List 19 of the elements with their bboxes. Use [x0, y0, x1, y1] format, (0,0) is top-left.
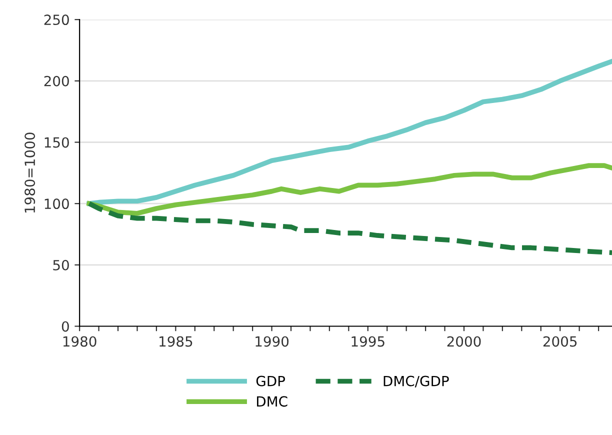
- y-axis-title: 1980=1000: [24, 132, 36, 213]
- line-series: [86, 163, 612, 216]
- x-tick-label: 1990: [256, 336, 289, 347]
- x-tick-label: 1980: [63, 336, 96, 347]
- y-tick-label: 250: [44, 14, 69, 26]
- x-tick-label: 2005: [543, 336, 577, 347]
- line-series: [86, 58, 612, 206]
- x-tick-label: 2000: [447, 336, 481, 347]
- y-tick-label: 150: [44, 137, 69, 148]
- x-tick-label: 1985: [160, 336, 192, 347]
- legend-label: GDP: [256, 376, 285, 386]
- y-tick-label: 50: [53, 260, 69, 270]
- line-series: [86, 201, 612, 256]
- legend-label: DMC: [257, 396, 288, 407]
- legend-label: DMC/GDP: [384, 376, 449, 388]
- y-tick-label: 0: [62, 321, 69, 332]
- x-tick-label: 1995: [352, 336, 384, 347]
- y-tick-label: 200: [44, 76, 69, 86]
- y-tick-label: 100: [44, 198, 69, 210]
